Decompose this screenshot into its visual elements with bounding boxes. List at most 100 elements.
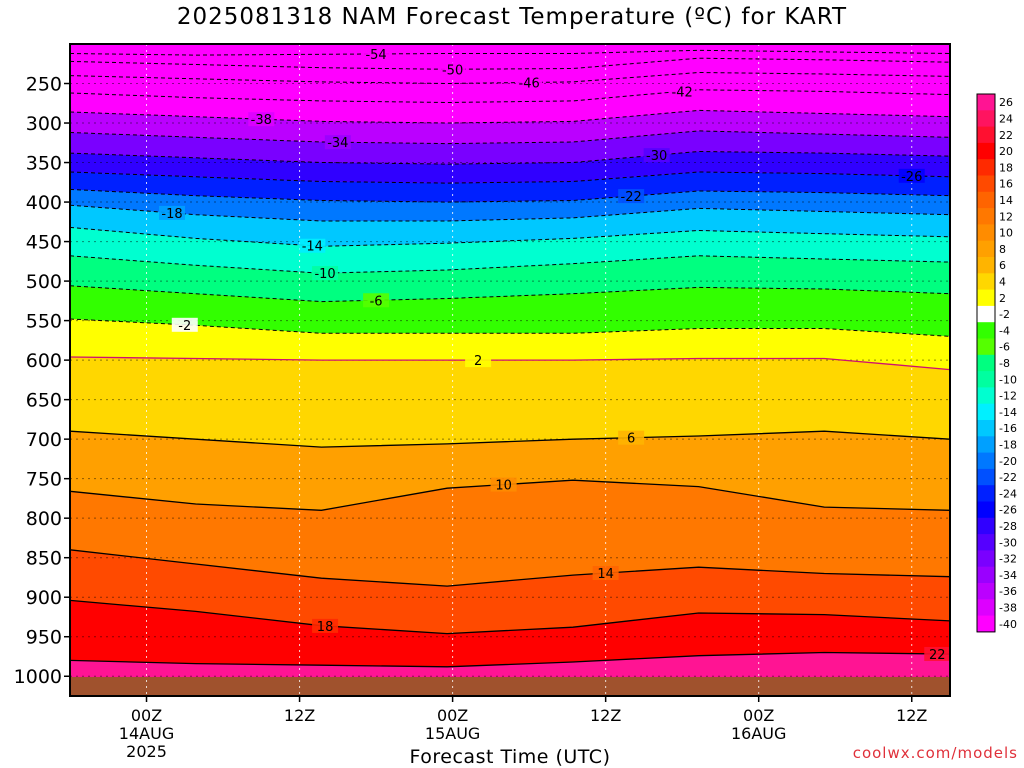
credit-text: coolwx.com/models	[852, 744, 1018, 762]
band-fill	[70, 72, 950, 103]
colorbar-label: 6	[999, 259, 1006, 272]
y-tick-label: 950	[26, 627, 62, 649]
plot-frame	[69, 43, 951, 697]
band-fill	[70, 205, 950, 247]
isotherm-label: -18	[161, 207, 182, 222]
isotherm-label: 10	[495, 479, 512, 494]
colorbar-swatch	[977, 126, 995, 144]
isotherm-label: -30	[646, 149, 667, 164]
band-fill	[70, 480, 950, 587]
colorbar: 26 24 22 20 18 16 14 12 10 8 6 4 2 -2 -4 -6 -8 -10 -12 -14 -…	[976, 93, 1017, 633]
y-tick-label: 700	[26, 429, 62, 451]
x-tick-label: 15AUG	[425, 724, 480, 743]
isotherm-label-bg	[465, 353, 492, 368]
band-fill	[70, 130, 950, 165]
colorbar-label: 14	[999, 194, 1013, 207]
band-fill	[70, 151, 950, 184]
isotherm-label: -42	[672, 85, 693, 100]
isotherm-line	[70, 226, 950, 247]
colorbar-swatch	[977, 110, 995, 127]
y-tick-label: 900	[26, 587, 62, 609]
colorbar-label: -28	[999, 520, 1017, 533]
colorbar-swatch	[977, 420, 995, 437]
colorbar-swatch	[977, 517, 995, 535]
colorbar-swatch	[977, 501, 995, 519]
colorbar-swatch	[977, 240, 995, 258]
plot-area: -54-50-46-42-38-34-30-26-22-18-14-10-6-2…	[70, 44, 950, 696]
isotherm-label-bg	[490, 477, 517, 492]
colorbar-swatch	[977, 550, 995, 568]
colorbar-swatch	[977, 94, 995, 111]
isotherm-label: -14	[302, 240, 323, 255]
y-tick-label: 250	[26, 74, 62, 96]
chart-title: 2025081318 NAM Forecast Temperature (ºC)…	[176, 4, 848, 30]
colorbar-label: -40	[999, 618, 1017, 631]
colorbar-label: -32	[999, 553, 1017, 566]
y-axis: 250 300 350 400 450 500 550 600 650 700 750 800 850 9…	[14, 74, 70, 688]
isotherm-line	[70, 255, 950, 274]
colorbar-label: 24	[999, 112, 1013, 125]
colorbar-swatch	[977, 354, 995, 372]
x-tick-label: 12Z	[284, 706, 315, 725]
colorbar-label: -10	[999, 373, 1017, 386]
colorbar-swatch	[977, 371, 995, 388]
isotherm-label-bg	[324, 135, 351, 150]
colorbar-label: -20	[999, 455, 1017, 468]
colorbar-swatch	[977, 599, 995, 616]
colorbar-swatch	[977, 175, 995, 193]
band-fill	[70, 89, 950, 123]
colorbar-swatch	[977, 566, 995, 584]
colorbar-swatch	[977, 224, 995, 242]
colorbar-swatch	[977, 289, 995, 307]
isotherm-label-bg	[516, 75, 543, 90]
x-tick-label: 12Z	[896, 706, 927, 725]
y-tick-label: 450	[26, 232, 62, 254]
colorbar-label: 16	[999, 178, 1013, 191]
colorbar-swatch	[977, 534, 995, 551]
isotherm-label: -26	[901, 170, 922, 185]
isotherm-label-bg	[643, 148, 670, 163]
isotherm-label-bg	[312, 266, 339, 281]
isotherm-label-bg	[618, 189, 645, 204]
colorbar-swatch	[977, 436, 995, 453]
colorbar-label: 18	[999, 161, 1013, 174]
colorbar-label: -8	[999, 357, 1010, 370]
colorbar-swatch	[977, 257, 995, 274]
y-tick-label: 350	[26, 153, 62, 175]
x-tick-label: 2025	[126, 742, 167, 761]
band-fill	[70, 189, 950, 221]
colorbar-label: -16	[999, 422, 1017, 435]
isotherm-label: -38	[251, 113, 272, 128]
colorbar-swatch	[977, 403, 995, 421]
isotherm-label-bg	[363, 46, 390, 61]
isotherm-label: -6	[370, 294, 383, 309]
isotherm-line	[70, 599, 950, 635]
isotherm-line	[70, 356, 950, 371]
colorbar-label: -12	[999, 390, 1017, 403]
isotherm-label-bg	[159, 205, 186, 220]
colorbar-label: -26	[999, 504, 1017, 517]
isotherm-line	[70, 549, 950, 587]
colorbar-label: -18	[999, 438, 1017, 451]
band-fill	[70, 227, 950, 274]
x-tick-label: 12Z	[590, 706, 621, 725]
isotherm-line	[70, 651, 950, 668]
colorbar-label: 4	[999, 275, 1006, 288]
isotherm-label: -50	[442, 63, 463, 78]
isotherm-label-bg	[363, 293, 390, 308]
colorbar-label: -14	[999, 406, 1017, 419]
colorbar-swatch	[977, 468, 995, 486]
colorbar-label: 22	[999, 129, 1013, 142]
colorbar-frame	[976, 93, 996, 633]
colorbar-swatch	[977, 159, 995, 176]
colorbar-swatch	[977, 452, 995, 470]
band-fill	[70, 58, 950, 84]
colorbar-swatch	[977, 583, 995, 600]
isotherm-label-bg	[299, 238, 326, 253]
terrain-fill	[70, 677, 950, 696]
isotherm-label: 6	[627, 432, 635, 447]
y-tick-label: 800	[26, 508, 62, 530]
colorbar-label: -36	[999, 585, 1017, 598]
isotherm-label: -46	[519, 76, 540, 91]
isotherm-line	[70, 430, 950, 448]
